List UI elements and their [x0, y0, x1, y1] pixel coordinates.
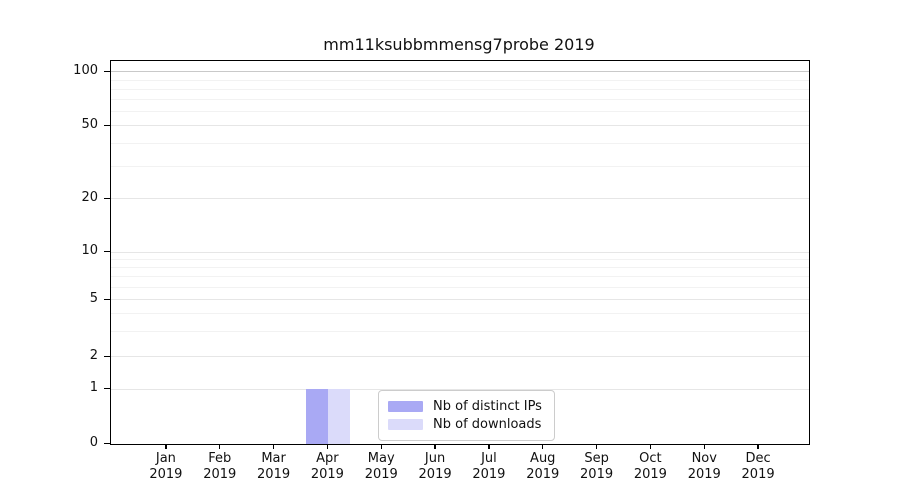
gridline-minor-4 [111, 313, 809, 315]
gridline-minor-3 [111, 331, 809, 333]
y-tick-5 [104, 298, 110, 301]
x-tick-sep [595, 444, 598, 449]
bar-nb-of-downloads-apr [328, 389, 351, 444]
x-tick-aug [542, 444, 544, 449]
x-tick-mar [272, 444, 275, 449]
x-tick-label-jul: Jul 2019 [461, 451, 517, 483]
x-tick-oct [649, 444, 651, 449]
chart-title: mm11ksubbmmensg7probe 2019 [323, 35, 595, 54]
x-tick-label-nov: Nov 2019 [676, 451, 732, 483]
y-tick-label-1: 1 [89, 380, 98, 395]
gridline-major-2 [111, 356, 809, 358]
gridline-minor-40 [111, 143, 809, 145]
x-tick-month-jul: Jul [481, 451, 497, 466]
x-tick-year-apr: 2019 [310, 467, 344, 482]
x-tick-label-apr: Apr 2019 [299, 451, 355, 483]
y-tick-10 [104, 251, 110, 253]
y-tick-label-50: 50 [81, 116, 98, 132]
x-tick-month-may: May [367, 451, 395, 466]
y-tick-label-0: 0 [89, 435, 98, 450]
x-tick-month-jun: Jun [424, 451, 446, 466]
gridline-minor-8 [111, 266, 809, 268]
y-tick-label-5: 5 [89, 290, 98, 306]
y-tick-2 [104, 355, 110, 358]
y-tick-label-2: 2 [89, 347, 98, 363]
gridline-minor-7 [111, 276, 809, 278]
x-tick-label-jan: Jan 2019 [138, 451, 194, 483]
y-tick-label-20: 20 [81, 189, 98, 205]
gridline-minor-9 [111, 258, 809, 260]
legend-item-downloads: Nb of downloads [388, 416, 542, 433]
x-tick-jan [165, 444, 167, 449]
y-tick-100 [104, 70, 110, 73]
x-tick-year-dec: 2019 [741, 467, 775, 482]
x-tick-month-sep: Sep [584, 451, 609, 466]
gridline-major-50 [111, 125, 809, 127]
y-tick-50 [104, 124, 110, 127]
bar-nb-of-distinct-ips-apr [306, 389, 329, 444]
x-tick-label-jun: Jun 2019 [407, 451, 463, 483]
legend-swatch-downloads [388, 419, 423, 430]
x-tick-label-sep: Sep 2019 [569, 451, 625, 483]
x-tick-month-nov: Nov [691, 451, 717, 466]
y-tick-0 [104, 443, 110, 445]
x-tick-month-aug: Aug [530, 451, 556, 466]
x-tick-may [380, 444, 382, 449]
x-tick-year-jul: 2019 [472, 467, 506, 482]
gridline-minor-80 [111, 88, 809, 90]
x-tick-month-jan: Jan [155, 451, 176, 466]
x-tick-year-mar: 2019 [257, 467, 291, 482]
plot-area: Nb of distinct IPs Nb of downloads [110, 60, 810, 445]
x-tick-month-apr: Apr [316, 451, 339, 466]
gridline-minor-90 [111, 79, 809, 81]
y-tick-label-100: 100 [73, 62, 98, 78]
x-tick-year-sep: 2019 [580, 467, 614, 482]
x-tick-month-feb: Feb [208, 451, 232, 466]
x-tick-feb [219, 444, 221, 449]
y-tick-1 [104, 388, 110, 390]
x-tick-apr [326, 444, 328, 449]
x-tick-label-oct: Oct 2019 [622, 451, 678, 483]
x-tick-month-dec: Dec [745, 451, 771, 466]
x-tick-year-jan: 2019 [149, 467, 183, 482]
legend-item-distinct-ips: Nb of distinct IPs [388, 398, 542, 415]
x-tick-year-may: 2019 [364, 467, 398, 482]
legend: Nb of distinct IPs Nb of downloads [378, 390, 555, 441]
x-tick-jun [434, 444, 436, 449]
x-tick-label-mar: Mar 2019 [246, 451, 302, 483]
x-tick-label-feb: Feb 2019 [192, 451, 248, 483]
gridline-minor-30 [111, 166, 809, 168]
x-tick-label-dec: Dec 2019 [730, 451, 786, 483]
gridline-minor-60 [111, 111, 809, 113]
x-tick-year-oct: 2019 [633, 467, 667, 482]
gridline-major-5 [111, 299, 809, 301]
y-tick-20 [104, 197, 110, 200]
gridline-major-20 [111, 198, 809, 200]
y-tick-label-10: 10 [81, 243, 98, 258]
legend-label-distinct-ips: Nb of distinct IPs [433, 399, 542, 414]
gridline-minor-70 [111, 99, 809, 101]
x-tick-nov [703, 444, 705, 449]
gridline-major-100 [111, 71, 809, 73]
x-tick-jul [488, 444, 490, 449]
x-tick-year-aug: 2019 [526, 467, 560, 482]
x-tick-label-aug: Aug 2019 [515, 451, 571, 483]
legend-swatch-distinct-ips [388, 401, 423, 412]
gridline-minor-6 [111, 286, 809, 288]
gridline-major-10 [111, 251, 809, 253]
x-tick-year-feb: 2019 [203, 467, 237, 482]
x-tick-dec [757, 444, 759, 449]
x-tick-year-jun: 2019 [418, 467, 452, 482]
x-tick-month-oct: Oct [639, 451, 662, 466]
x-tick-month-mar: Mar [261, 451, 286, 466]
x-tick-year-nov: 2019 [687, 467, 721, 482]
x-tick-label-may: May 2019 [353, 451, 409, 483]
legend-label-downloads: Nb of downloads [433, 417, 542, 432]
